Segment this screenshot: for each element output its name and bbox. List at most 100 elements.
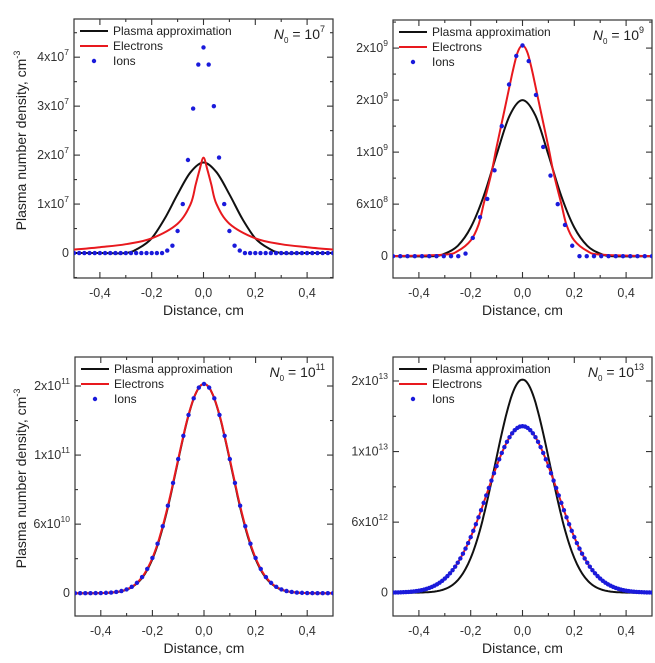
- ion-point: [528, 428, 533, 433]
- x-axis-label: Distance, cm: [163, 302, 244, 318]
- ion-point: [294, 250, 299, 256]
- legend-label: Plasma approximation: [432, 25, 551, 39]
- y-tick-label: 2x1013: [351, 371, 388, 388]
- ion-point: [499, 450, 504, 456]
- ion-point: [582, 556, 587, 561]
- y-tick-label: 6x108: [356, 194, 388, 211]
- series-plasma-approximation-line: [393, 378, 652, 594]
- series-electrons-line: [393, 425, 652, 594]
- ion-point: [642, 253, 647, 259]
- ion-point: [468, 534, 473, 540]
- ion-point: [535, 439, 541, 445]
- ion-point: [492, 168, 497, 173]
- ion-point: [87, 250, 92, 256]
- y-tick-label: 6x1010: [33, 514, 70, 531]
- ion-point: [427, 253, 432, 259]
- ion-point: [253, 555, 258, 561]
- ion-point: [452, 564, 458, 569]
- ion-point: [320, 250, 325, 256]
- ion-point: [455, 560, 460, 565]
- ion-point: [243, 524, 248, 529]
- ion-point: [97, 250, 103, 256]
- legend-label: Ions: [432, 55, 455, 69]
- y-tick-label: 2x1011: [34, 376, 70, 393]
- ion-point: [289, 250, 294, 256]
- ion-point: [419, 253, 425, 259]
- ion-point: [310, 590, 315, 596]
- ion-point: [77, 591, 83, 596]
- ion-point: [533, 92, 539, 98]
- ion-point: [330, 591, 333, 596]
- ion-point: [398, 253, 403, 259]
- ion-point: [92, 250, 97, 256]
- ion-point: [591, 253, 597, 259]
- y-tick-label: 4x107: [37, 47, 69, 64]
- ion-point: [103, 590, 109, 596]
- ion-point: [434, 253, 439, 259]
- panel-n0-1e9: -0,4 -0,2 0,0 0,2 0,4 0 6x108 1x109 2x109 2x109 Di…: [356, 19, 653, 318]
- ion-point: [330, 250, 333, 256]
- x-tick-label: 0,0: [195, 286, 212, 300]
- series-electrons-line: [74, 156, 333, 251]
- ion-point: [473, 522, 479, 527]
- x-tick-label: 0,2: [566, 286, 583, 300]
- ion-point: [237, 248, 242, 253]
- ion-point: [274, 584, 279, 590]
- ion-point: [478, 507, 484, 513]
- series-electrons-line: [75, 382, 333, 595]
- y-tick-label: 1x109: [356, 142, 388, 159]
- ion-point: [113, 250, 118, 256]
- ion-point: [76, 250, 82, 256]
- ion-point: [471, 528, 476, 534]
- ion-point: [551, 478, 556, 483]
- ion-point: [599, 253, 604, 259]
- ion-point: [447, 571, 453, 576]
- ion-point: [299, 250, 305, 256]
- y-tick-label: 2x109: [356, 90, 388, 107]
- ion-point: [114, 589, 119, 595]
- panel-n0-1e11: -0,4 -0,2 0,0 0,2 0,4 0 6x1010 1x1011 2x1011 Dist…: [12, 356, 334, 656]
- ion-point: [196, 62, 201, 67]
- ion-point: [263, 250, 268, 256]
- legend-label: Electrons: [432, 40, 482, 54]
- legend-label: Plasma approximation: [113, 24, 232, 38]
- legend-label: Electrons: [114, 377, 164, 391]
- ion-point: [149, 250, 154, 256]
- x-tick-label: 0,0: [514, 286, 531, 300]
- ion-point: [201, 45, 206, 50]
- ion-point: [546, 463, 551, 469]
- x-axis-label: Distance, cm: [482, 640, 563, 656]
- ion-point: [139, 250, 144, 256]
- ion-point: [128, 250, 134, 256]
- ion-point: [191, 396, 196, 401]
- ion-point: [485, 196, 490, 202]
- ion-point: [108, 590, 114, 595]
- ion-point: [526, 58, 531, 64]
- ion-point: [165, 503, 171, 508]
- legend-label: Ions: [432, 392, 455, 406]
- x-tick-label: 0,0: [195, 624, 212, 638]
- ion-point: [124, 587, 129, 592]
- series-plasma-approximation-line: [393, 99, 652, 258]
- ion-point: [441, 253, 446, 259]
- ion-point: [304, 250, 310, 256]
- ion-point: [222, 433, 227, 439]
- ion-point: [635, 253, 640, 259]
- ion-point: [133, 250, 139, 256]
- x-tick-label: 0,4: [617, 286, 634, 300]
- ion-point: [247, 250, 253, 256]
- ion-point: [628, 253, 633, 259]
- ion-point: [242, 250, 248, 256]
- ion-point: [88, 590, 93, 596]
- ion-point: [585, 560, 590, 565]
- ion-point: [232, 480, 238, 486]
- legend-label: Plasma approximation: [114, 362, 233, 376]
- ion-point: [569, 528, 574, 534]
- ion-point: [465, 540, 471, 546]
- ion-point: [108, 250, 113, 256]
- ion-point: [445, 573, 450, 579]
- ion-point: [170, 243, 175, 248]
- panel-n0-1e7: -0,4 -0,2 0,0 0,2 0,4 0 1x107 2x107 3x107 4x107 Di…: [12, 18, 334, 318]
- ion-point: [476, 515, 481, 520]
- ion-point: [93, 590, 98, 596]
